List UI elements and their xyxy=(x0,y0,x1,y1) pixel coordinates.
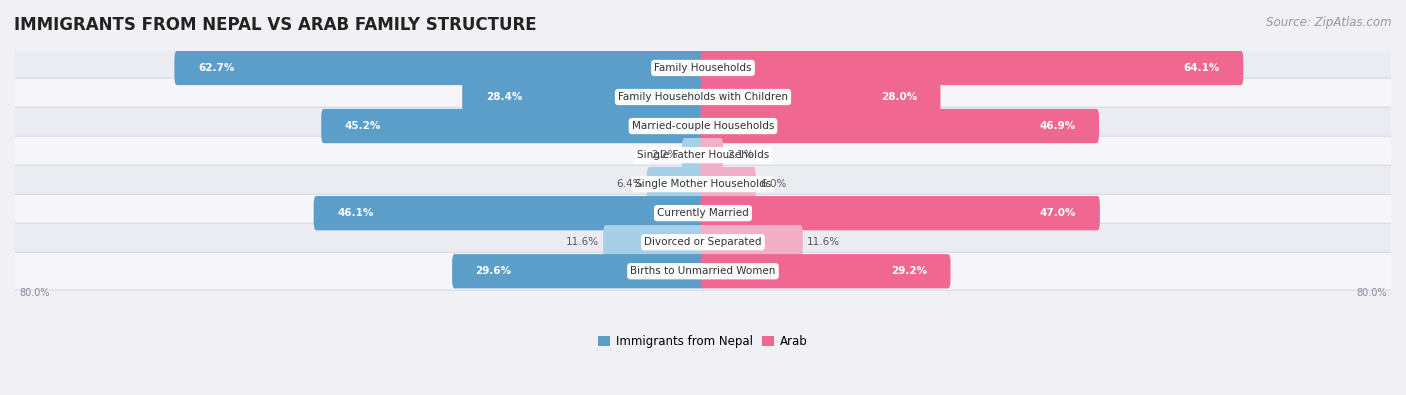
Text: Family Households: Family Households xyxy=(654,63,752,73)
Text: 46.9%: 46.9% xyxy=(1039,121,1076,131)
Text: Single Father Households: Single Father Households xyxy=(637,150,769,160)
Text: 64.1%: 64.1% xyxy=(1184,63,1220,73)
Text: Currently Married: Currently Married xyxy=(657,208,749,218)
Text: 29.2%: 29.2% xyxy=(891,266,927,276)
Text: Single Mother Households: Single Mother Households xyxy=(636,179,770,189)
FancyBboxPatch shape xyxy=(700,109,1099,143)
Text: 29.6%: 29.6% xyxy=(475,266,512,276)
Text: 2.2%: 2.2% xyxy=(651,150,678,160)
FancyBboxPatch shape xyxy=(14,136,1392,174)
FancyBboxPatch shape xyxy=(314,196,706,230)
Text: 6.4%: 6.4% xyxy=(616,179,643,189)
Text: Source: ZipAtlas.com: Source: ZipAtlas.com xyxy=(1267,16,1392,29)
FancyBboxPatch shape xyxy=(700,80,941,114)
Legend: Immigrants from Nepal, Arab: Immigrants from Nepal, Arab xyxy=(593,331,813,353)
Text: 62.7%: 62.7% xyxy=(198,63,235,73)
FancyBboxPatch shape xyxy=(14,78,1392,116)
FancyBboxPatch shape xyxy=(647,167,706,201)
Text: Divorced or Separated: Divorced or Separated xyxy=(644,237,762,247)
FancyBboxPatch shape xyxy=(700,138,723,172)
FancyBboxPatch shape xyxy=(700,254,950,288)
FancyBboxPatch shape xyxy=(321,109,706,143)
Text: 6.0%: 6.0% xyxy=(761,179,786,189)
FancyBboxPatch shape xyxy=(174,51,706,85)
FancyBboxPatch shape xyxy=(700,51,1243,85)
FancyBboxPatch shape xyxy=(682,138,706,172)
FancyBboxPatch shape xyxy=(14,194,1392,232)
Text: 46.1%: 46.1% xyxy=(337,208,374,218)
Text: 80.0%: 80.0% xyxy=(20,288,49,298)
FancyBboxPatch shape xyxy=(463,80,706,114)
FancyBboxPatch shape xyxy=(453,254,706,288)
FancyBboxPatch shape xyxy=(603,225,706,260)
FancyBboxPatch shape xyxy=(14,107,1392,145)
Text: 45.2%: 45.2% xyxy=(344,121,381,131)
FancyBboxPatch shape xyxy=(14,165,1392,203)
FancyBboxPatch shape xyxy=(700,196,1099,230)
Text: Family Households with Children: Family Households with Children xyxy=(619,92,787,102)
Text: IMMIGRANTS FROM NEPAL VS ARAB FAMILY STRUCTURE: IMMIGRANTS FROM NEPAL VS ARAB FAMILY STR… xyxy=(14,16,537,34)
Text: 11.6%: 11.6% xyxy=(565,237,599,247)
Text: 80.0%: 80.0% xyxy=(1357,288,1386,298)
FancyBboxPatch shape xyxy=(14,223,1392,261)
Text: Births to Unmarried Women: Births to Unmarried Women xyxy=(630,266,776,276)
FancyBboxPatch shape xyxy=(14,49,1392,87)
Text: 2.1%: 2.1% xyxy=(727,150,754,160)
Text: 47.0%: 47.0% xyxy=(1040,208,1077,218)
Text: 11.6%: 11.6% xyxy=(807,237,841,247)
Text: 28.0%: 28.0% xyxy=(880,92,917,102)
FancyBboxPatch shape xyxy=(14,252,1392,290)
Text: 28.4%: 28.4% xyxy=(485,92,522,102)
Text: Married-couple Households: Married-couple Households xyxy=(631,121,775,131)
FancyBboxPatch shape xyxy=(700,225,803,260)
FancyBboxPatch shape xyxy=(700,167,756,201)
